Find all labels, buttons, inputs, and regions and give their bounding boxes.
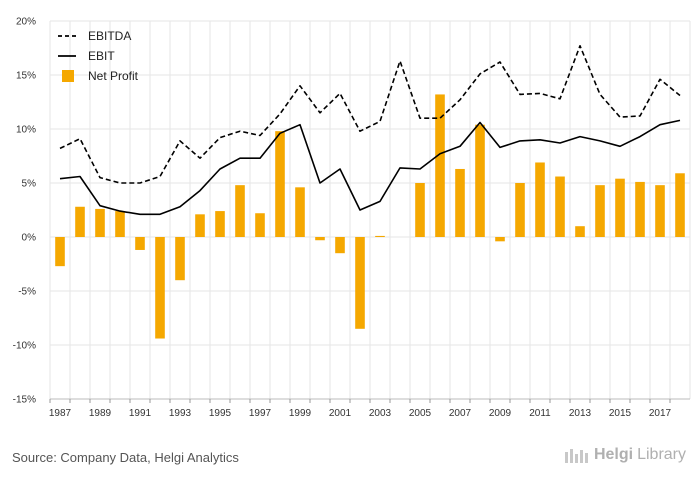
bar-net-profit-2009 — [495, 237, 505, 242]
x-tick-label: 1995 — [209, 408, 232, 419]
bar-net-profit-2000 — [315, 237, 325, 241]
bar-net-profit-1991 — [135, 237, 145, 250]
legend-label: EBITDA — [88, 29, 131, 43]
line-layer — [59, 44, 681, 216]
x-tick-label: 1989 — [89, 408, 112, 419]
x-tick-label: 2007 — [449, 408, 472, 419]
bar-net-profit-1996 — [235, 185, 245, 237]
x-tick-label: 1987 — [49, 408, 72, 419]
bar-net-profit-1990 — [115, 211, 125, 237]
x-tick-label: 2009 — [489, 408, 512, 419]
x-tick-label: 1991 — [129, 408, 152, 419]
y-tick-label: -15% — [13, 395, 36, 406]
bar-net-profit-2016 — [635, 181, 645, 237]
bar-net-profit-2008 — [475, 124, 485, 237]
chart-svg: -15% -10% -5% 0% 5% 10% 15% 20% 1987 1989 1991 1993… — [13, 17, 691, 419]
x-tick-label: 2005 — [409, 408, 432, 419]
bar-net-profit-1998 — [275, 131, 285, 237]
logo-text-library: Library — [637, 446, 686, 463]
bar-net-profit-1995 — [215, 211, 225, 237]
logo-text-helgi: Helgi — [593, 446, 634, 463]
bar-layer — [55, 94, 685, 339]
line-ebitda — [59, 44, 681, 184]
x-tick-label: 1997 — [249, 408, 272, 419]
line-ebit — [59, 119, 681, 216]
x-tick-label: 1999 — [289, 408, 312, 419]
bar-net-profit-2012 — [555, 176, 565, 237]
axis-layer: -15% -10% -5% 0% 5% 10% 15% 20% 1987 1989 1991 1993… — [13, 17, 690, 419]
y-tick-label: 0% — [22, 233, 37, 244]
bar-net-profit-2015 — [615, 178, 625, 237]
grid-layer — [49, 20, 691, 400]
x-tick-label: 2001 — [329, 408, 352, 419]
bar-net-profit-1994 — [195, 214, 205, 237]
x-tick-label: 2015 — [609, 408, 632, 419]
bar-net-profit-2013 — [575, 226, 585, 237]
legend: EBITDA EBIT Net Profit — [58, 29, 139, 83]
legend-swatch-net-profit — [62, 70, 74, 82]
bar-net-profit-1988 — [75, 206, 85, 237]
bar-net-profit-1997 — [255, 213, 265, 237]
bar-net-profit-2007 — [455, 168, 465, 237]
bar-net-profit-1993 — [175, 237, 185, 281]
source-note: Source: Company Data, Helgi Analytics — [12, 450, 239, 465]
bar-net-profit-1992 — [155, 237, 165, 339]
bar-net-profit-1989 — [95, 208, 105, 237]
bar-net-profit-2001 — [335, 237, 345, 254]
bar-net-profit-2017 — [655, 185, 665, 237]
x-tick-label: 2013 — [569, 408, 592, 419]
helgi-library-logo: Helgi Library — [564, 446, 686, 464]
bar-net-profit-2003 — [375, 235, 385, 237]
bar-net-profit-1987 — [55, 237, 65, 267]
bar-net-profit-2014 — [595, 185, 605, 237]
bar-net-profit-2018 — [675, 173, 685, 237]
y-tick-label: 5% — [22, 179, 37, 190]
x-tick-label: 2003 — [369, 408, 392, 419]
bar-net-profit-2005 — [415, 183, 425, 237]
legend-label: EBIT — [88, 49, 115, 63]
legend-label: Net Profit — [88, 69, 139, 83]
bar-net-profit-2011 — [535, 162, 545, 237]
y-tick-label: 20% — [16, 17, 36, 28]
x-tick-label: 2017 — [649, 408, 672, 419]
library-icon — [564, 449, 588, 463]
y-tick-label: -10% — [13, 341, 36, 352]
y-tick-label: 15% — [16, 71, 36, 82]
x-tick-label: 2011 — [529, 408, 551, 419]
y-tick-label: -5% — [18, 287, 36, 298]
chart: -15% -10% -5% 0% 5% 10% 15% 20% 1987 1989 1991 1993… — [13, 17, 691, 419]
bar-net-profit-2010 — [515, 183, 525, 237]
bar-net-profit-2006 — [435, 94, 445, 237]
x-tick-label: 1993 — [169, 408, 192, 419]
y-tick-label: 10% — [16, 125, 36, 136]
bar-net-profit-1999 — [295, 187, 305, 237]
bar-net-profit-2002 — [355, 237, 365, 329]
